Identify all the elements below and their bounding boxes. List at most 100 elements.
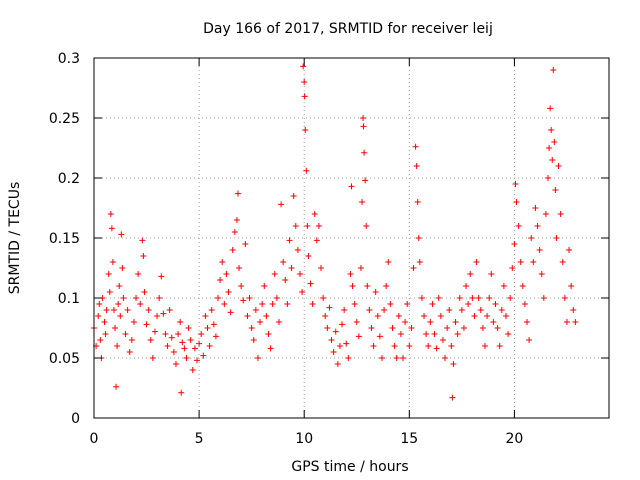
- data-point: [189, 367, 196, 373]
- data-point: [198, 331, 205, 337]
- data-point: [191, 345, 198, 352]
- data-point: [563, 319, 570, 325]
- data-point: [326, 304, 333, 311]
- data-point: [550, 67, 557, 73]
- x-tick-label: 0: [90, 431, 99, 447]
- data-point: [449, 394, 456, 401]
- data-point: [233, 217, 240, 223]
- data-point: [361, 149, 368, 156]
- data-point: [540, 295, 547, 301]
- data-point: [147, 337, 154, 343]
- data-point: [555, 163, 562, 169]
- data-point: [187, 337, 194, 343]
- data-point: [534, 223, 541, 229]
- data-point: [561, 295, 568, 301]
- data-point: [370, 343, 377, 349]
- data-point: [135, 271, 142, 277]
- data-point: [345, 355, 352, 361]
- data-point: [421, 313, 428, 319]
- data-point: [116, 283, 123, 289]
- data-point: [500, 283, 507, 289]
- data-point: [286, 237, 293, 244]
- data-point: [528, 235, 535, 241]
- data-point: [202, 313, 209, 319]
- data-point: [475, 295, 482, 301]
- data-point: [238, 283, 245, 289]
- data-point: [139, 237, 146, 244]
- data-point: [200, 352, 207, 359]
- data-point: [275, 319, 282, 325]
- data-point: [385, 259, 392, 265]
- data-point: [177, 319, 184, 325]
- data-point: [427, 319, 434, 325]
- data-point: [477, 307, 484, 313]
- x-tick-label: 5: [195, 431, 204, 447]
- data-point: [145, 307, 152, 313]
- data-point: [320, 295, 327, 301]
- y-tick-label: 0.25: [49, 111, 80, 127]
- data-point: [130, 319, 137, 325]
- data-point: [221, 301, 228, 307]
- data-point: [463, 283, 470, 289]
- data-point: [115, 301, 122, 307]
- data-point: [446, 307, 453, 313]
- data-point: [408, 325, 415, 331]
- data-point: [294, 247, 301, 253]
- data-point: [210, 321, 217, 328]
- data-point: [101, 319, 108, 325]
- data-point: [551, 139, 558, 145]
- y-tick-label: 0.2: [58, 171, 80, 187]
- data-point: [168, 334, 175, 341]
- data-point: [178, 389, 185, 396]
- data-point: [360, 123, 367, 130]
- data-point: [271, 271, 278, 277]
- data-point: [246, 295, 253, 301]
- data-point: [265, 331, 272, 337]
- data-point: [418, 295, 425, 301]
- y-tick-label: 0.15: [49, 231, 80, 247]
- data-point: [413, 163, 420, 169]
- data-point: [105, 271, 112, 277]
- data-point: [318, 265, 325, 271]
- data-point: [234, 190, 241, 197]
- data-point: [548, 127, 555, 133]
- data-point: [242, 241, 249, 247]
- data-point: [484, 313, 491, 319]
- data-point: [322, 313, 329, 319]
- data-point: [280, 259, 287, 265]
- data-point: [330, 349, 337, 355]
- data-point: [300, 63, 307, 70]
- data-point: [433, 345, 440, 352]
- data-point: [250, 337, 257, 343]
- data-point: [532, 205, 539, 211]
- data-point: [546, 145, 553, 151]
- data-point: [252, 307, 259, 313]
- data-point: [149, 355, 156, 361]
- data-point: [404, 301, 411, 307]
- data-point: [107, 211, 114, 217]
- data-point: [366, 307, 373, 313]
- data-point: [545, 175, 552, 181]
- data-point: [315, 223, 322, 229]
- data-point: [110, 307, 117, 313]
- data-point: [172, 361, 179, 367]
- data-point: [120, 295, 127, 301]
- data-point: [349, 283, 356, 289]
- data-point: [309, 301, 316, 307]
- data-point: [208, 307, 215, 313]
- data-point: [566, 247, 573, 253]
- data-point: [158, 273, 165, 280]
- data-point: [126, 349, 133, 355]
- data-point: [526, 337, 533, 343]
- data-point: [479, 325, 486, 331]
- data-point: [263, 313, 270, 319]
- data-point: [206, 343, 213, 349]
- data-point: [363, 223, 370, 229]
- data-point: [304, 223, 311, 229]
- y-tick-label: 0: [71, 411, 80, 427]
- data-point: [113, 383, 120, 390]
- data-point: [448, 343, 455, 349]
- data-point: [160, 310, 167, 317]
- data-point: [383, 283, 390, 289]
